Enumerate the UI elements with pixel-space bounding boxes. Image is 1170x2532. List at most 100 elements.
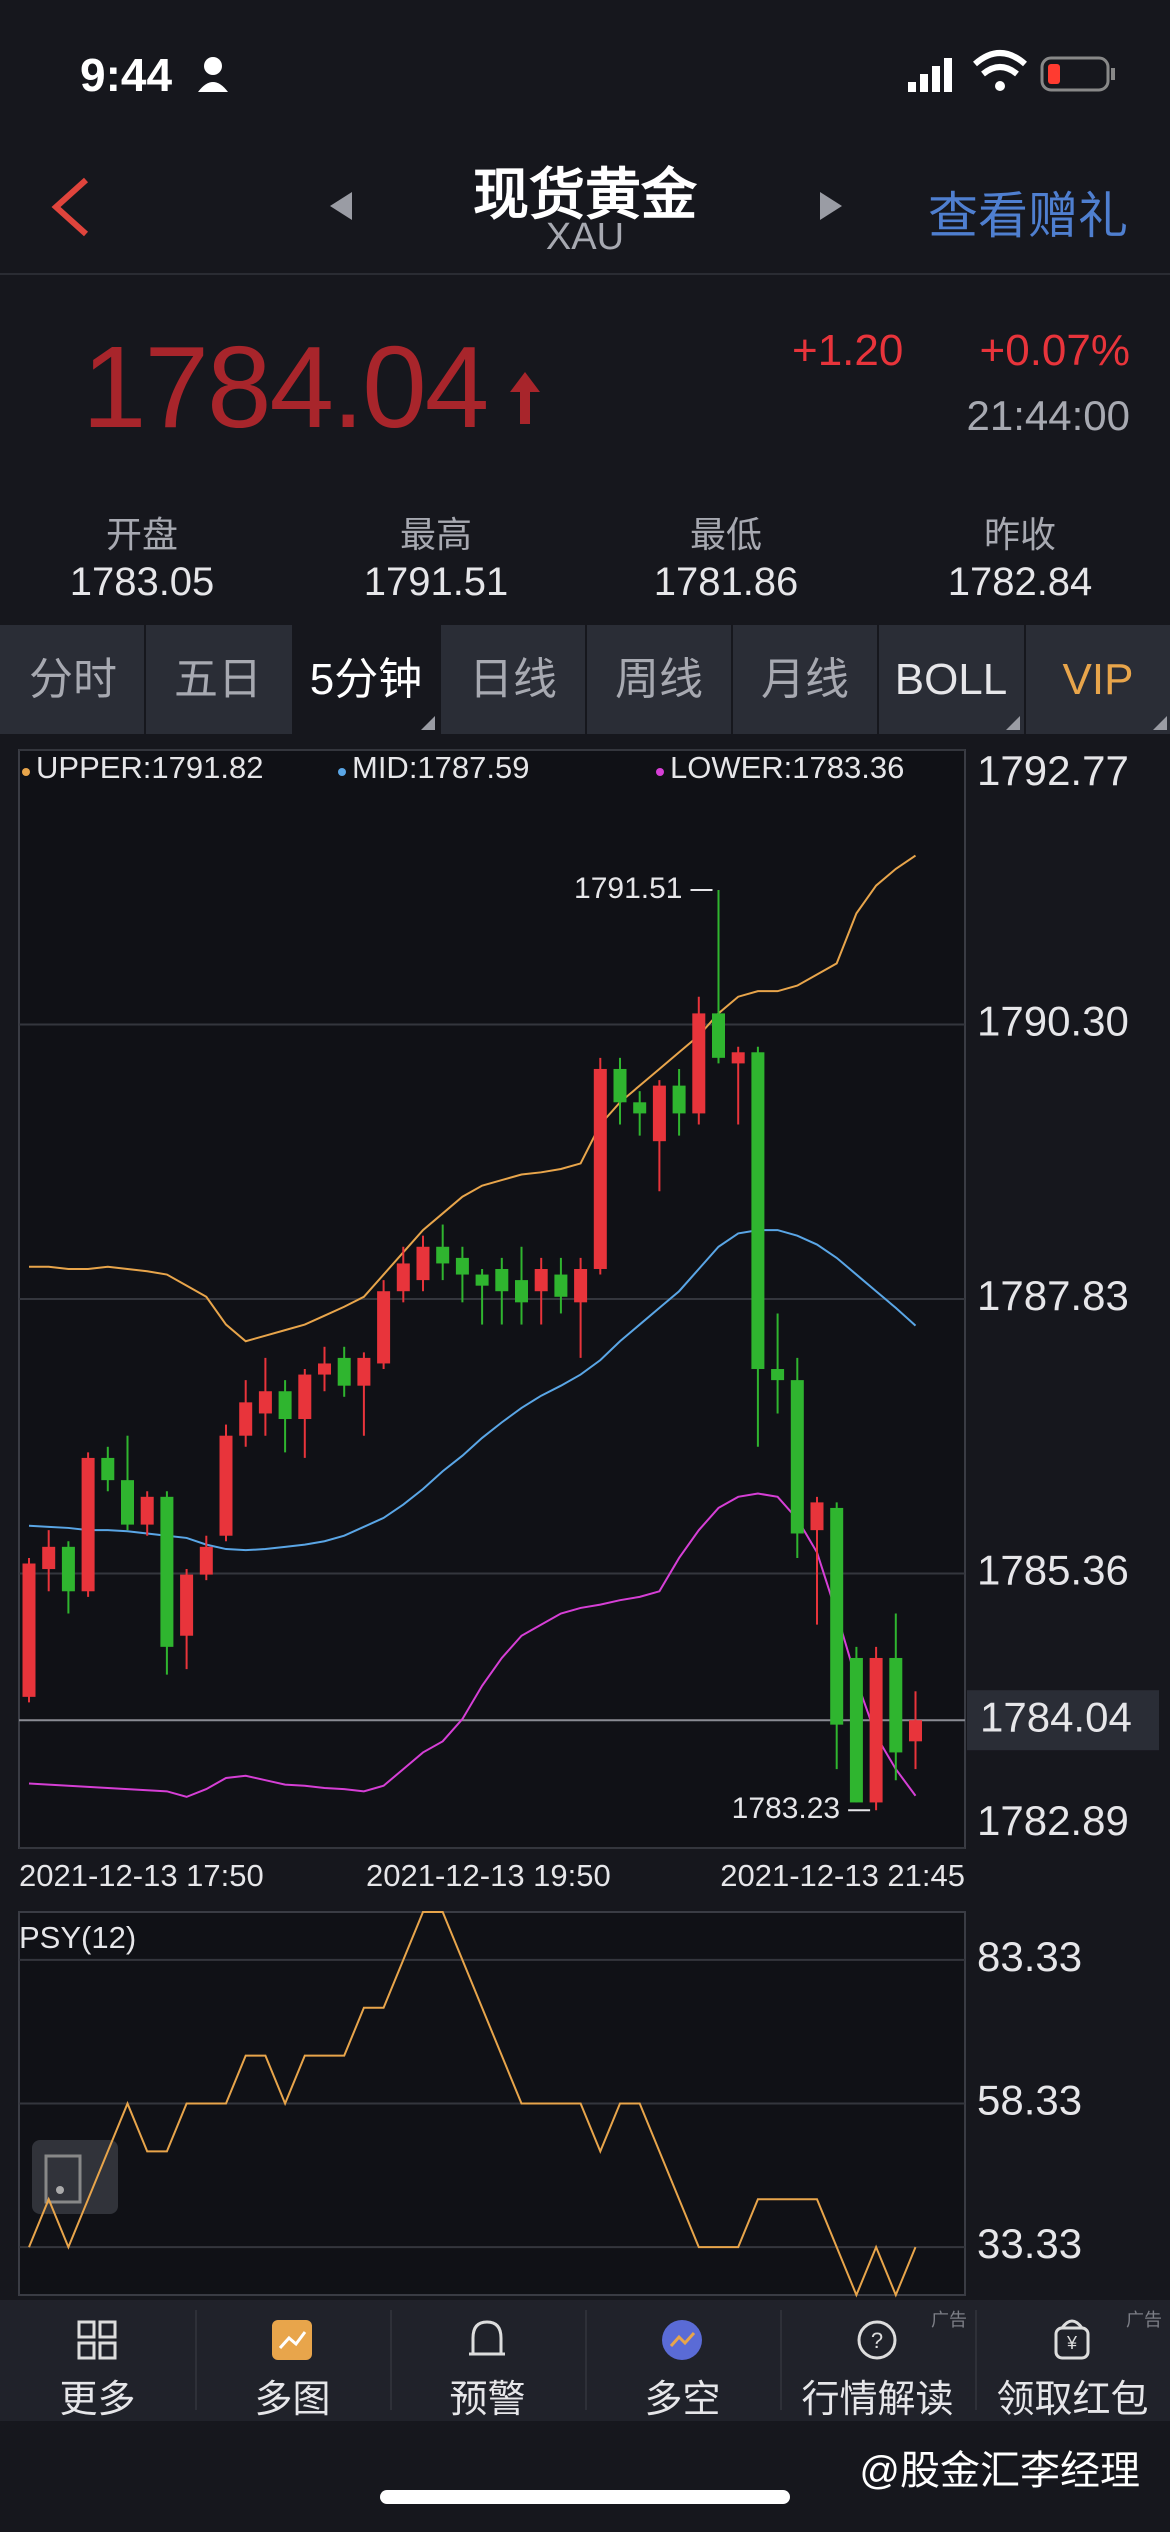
stat-label: 昨收 [983,514,1056,555]
boll-line [28,1492,917,1798]
nav-item[interactable]: ¥ 领取红包 广告 [975,2300,1170,2421]
candle-body [751,1052,765,1370]
nav-divider [780,2310,782,2410]
tab-divider [877,625,879,734]
candle-body [909,1720,922,1742]
ad-tag: 广告 [931,2310,967,2330]
nav-label: 行情解读 [801,2379,954,2421]
candle-body [475,1274,489,1286]
tab-corner [1153,716,1167,730]
candle-body [554,1274,568,1297]
tab[interactable]: 月线 [761,655,849,704]
candle-body [22,1563,36,1697]
indicator-title: PSY(12) [19,1920,136,1955]
candle-body [396,1263,410,1292]
nav-icon: ? [857,2320,897,2360]
nav-item[interactable]: 预警 [390,2300,585,2421]
tab[interactable]: BOLL [878,625,1024,734]
candle-body [613,1068,627,1103]
x-tick-label: 2021-12-13 21:45 [720,1858,965,1893]
candle-body [849,1657,863,1803]
change-pct: +0.07% [979,326,1130,375]
status-time: 9:44 [80,49,173,101]
y-tick-label: 1787.83 [977,1272,1129,1319]
y-tick-label: 58.33 [977,2077,1082,2124]
nav-divider [390,2310,392,2410]
candle-body [455,1257,469,1275]
candle-body [180,1574,194,1636]
boll-line [28,1229,917,1552]
candle-body [593,1068,607,1269]
tab-corner [1006,716,1020,730]
x-tick-label: 2021-12-13 17:50 [19,1858,264,1893]
tab-divider [292,625,294,734]
nav-divider [975,2310,977,2410]
tab[interactable]: VIP [1025,625,1170,734]
candle-body [199,1546,213,1575]
nav-symbol: XAU [545,216,625,258]
candle-body [81,1457,95,1592]
tab-divider [1024,625,1026,734]
nav-label: 预警 [449,2379,526,2421]
nav-icon: ¥ [1054,2319,1090,2360]
stat-label: 最高 [399,514,472,555]
candle-body [436,1246,450,1264]
stat-label: 最低 [689,514,762,555]
candle-body [239,1402,253,1436]
candle-body [869,1657,883,1803]
nav-item[interactable]: ? 行情解读 广告 [780,2300,975,2421]
tab-divider [439,625,441,734]
y-tick-label: 1782.89 [977,1797,1129,1844]
y-tick-label: 33.33 [977,2220,1082,2267]
candle-body [61,1546,75,1592]
candle-body [692,1013,706,1114]
candle-body [672,1085,686,1114]
tab[interactable]: 五日 [174,655,262,704]
y-tick-label: 1785.36 [977,1547,1129,1594]
ad-tag: 广告 [1126,2310,1162,2330]
candle-body [298,1374,312,1420]
candle-body [534,1268,548,1292]
nav-label: 更多 [59,2379,136,2421]
up-arrow [510,372,540,424]
legend-dot [338,768,346,776]
candle-body [771,1369,785,1381]
nav-divider [585,2310,587,2410]
boll-line [29,854,917,1343]
nav-item[interactable]: 多空 [585,2300,780,2421]
nav-icon [469,2320,505,2356]
nav-item[interactable]: 更多 [0,2300,195,2421]
candle-body [810,1502,824,1531]
watermark: @股金汇李经理 [859,2449,1140,2493]
nav-title: 现货黄金 [473,163,697,226]
legend-label: LOWER:1783.36 [670,750,904,785]
candle-body [337,1357,351,1386]
legend-label: UPPER:1791.82 [36,750,263,785]
legend-dot [656,768,664,776]
nav-icon [662,2320,702,2360]
tab[interactable]: 日线 [469,655,557,704]
candle-body [219,1435,233,1536]
gift-link[interactable]: 查看赠礼 [928,188,1128,244]
legend-dot [22,768,30,776]
candle-body [140,1496,154,1525]
tab[interactable]: 分时 [29,655,117,704]
candle-body [377,1291,391,1364]
psy-line [28,1911,917,2298]
stat-value: 1783.05 [69,560,215,604]
home-indicator [380,2490,790,2504]
stat-value: 1791.51 [363,560,509,604]
candle-body [121,1480,134,1525]
y-tick-label: 83.33 [977,1933,1082,1980]
candle-body [515,1280,528,1303]
candle-body [731,1052,745,1064]
tab[interactable]: 周线 [615,655,703,704]
tab-divider [585,625,587,734]
nav-item[interactable]: 多图 [195,2300,390,2421]
high-label: 1791.51 [574,872,682,905]
change: +1.20 [792,326,904,375]
chart-area: 1792.77 1790.30 1787.83 1785.36 1782.89 1784.… [0,735,1170,2300]
candle-body [712,1013,725,1058]
tab[interactable]: 5分钟 [293,625,439,734]
y-tick-label: 1790.30 [977,998,1129,1045]
